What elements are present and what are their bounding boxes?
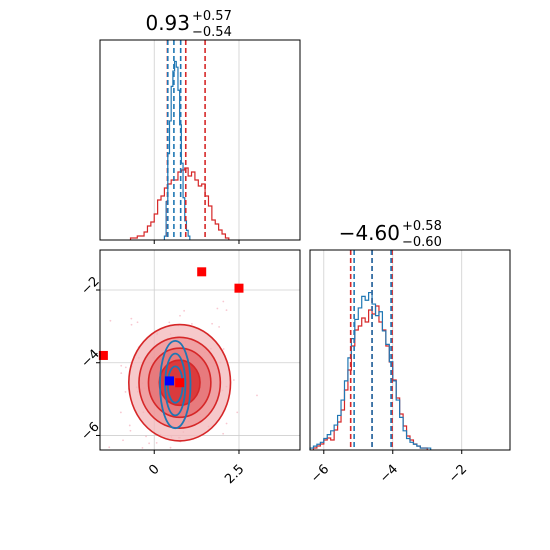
- joint-sample-point: [236, 411, 239, 414]
- joint-sample-point: [168, 321, 171, 324]
- histogram-parameter-2: −6 −4 −2 −4.60 +0.58−0.60: [308, 219, 511, 486]
- joint-sample-point: [122, 439, 124, 442]
- joint-sample-point: [120, 364, 123, 367]
- joint-sample-point: [120, 372, 123, 375]
- hist-p2-red-histogram: [312, 305, 428, 450]
- joint-sample-point: [222, 348, 225, 350]
- joint-sample-point: [136, 321, 139, 324]
- joint-red-square-marker: [197, 267, 207, 277]
- joint-sample-point: [129, 429, 132, 432]
- hist-p2-xtick-label-0: −6: [308, 462, 332, 486]
- joint-sample-point: [141, 446, 144, 449]
- joint-ytick-label-1: −4: [79, 347, 103, 371]
- joint-frame: [99, 249, 301, 451]
- hist-p1-frame: [99, 39, 301, 241]
- hist-p2-title-plus: +0.58: [402, 219, 442, 234]
- joint-sample-point: [130, 323, 133, 326]
- joint-sample-point: [190, 322, 193, 325]
- joint-sample-point: [155, 441, 158, 444]
- joint-red-square-marker: [175, 378, 185, 388]
- joint-sample-point: [225, 309, 228, 311]
- hist-p2-xtick-label-1: −4: [377, 462, 401, 486]
- joint-sample-point: [145, 435, 147, 438]
- hist-p1-title-plus: +0.57: [192, 9, 232, 24]
- hist-p2-blue-histogram: [309, 291, 432, 450]
- joint-sample-point: [183, 309, 186, 312]
- hist-p2-xtick-label-2: −2: [446, 462, 470, 486]
- joint-sample-point: [222, 432, 225, 435]
- joint-sample-point: [225, 422, 228, 425]
- joint-blue-square-marker: [164, 376, 174, 386]
- joint-sample-point: [108, 446, 111, 449]
- joint-red-square-marker: [234, 283, 244, 293]
- joint-sample-point: [216, 307, 219, 310]
- joint-sample-point: [222, 300, 225, 303]
- hist-p2-frame: [309, 249, 511, 451]
- joint-sample-point: [256, 394, 258, 397]
- hist-p1-title-minus: −0.54: [192, 25, 232, 40]
- joint-sample-point: [169, 446, 172, 449]
- joint-sample-point: [148, 442, 151, 445]
- hist-p1-title-value: 0.93: [145, 11, 190, 35]
- joint-sample-point: [119, 411, 122, 414]
- joint-sample-point: [179, 314, 181, 317]
- joint-sample-point: [109, 319, 112, 322]
- histogram-parameter-1: 0.93 +0.57−0.54: [99, 9, 301, 244]
- joint-red-square-marker: [98, 350, 108, 360]
- joint-sample-point: [124, 391, 127, 393]
- joint-sample-point: [128, 424, 131, 427]
- joint-sample-point: [232, 379, 235, 381]
- joint-sample-point: [130, 317, 133, 320]
- joint-ytick-label-2: −6: [79, 419, 103, 443]
- joint-sample-point: [124, 366, 127, 369]
- hist-p2-title-value: −4.60: [339, 221, 400, 245]
- hist-p1-red-histogram: [129, 167, 230, 240]
- hist-p2-title-minus: −0.60: [402, 235, 442, 250]
- joint-xtick-label-1: 0: [146, 462, 162, 478]
- joint-ytick-label-0: −2: [79, 274, 103, 298]
- joint-sample-point: [218, 326, 220, 328]
- joint-xtick-label-2: 2.5: [222, 462, 247, 487]
- joint-sample-point: [211, 322, 214, 325]
- joint-blue-contour-2: [159, 340, 192, 430]
- joint-contour-plot: 0 2.5 −2 −4 −6: [79, 249, 301, 487]
